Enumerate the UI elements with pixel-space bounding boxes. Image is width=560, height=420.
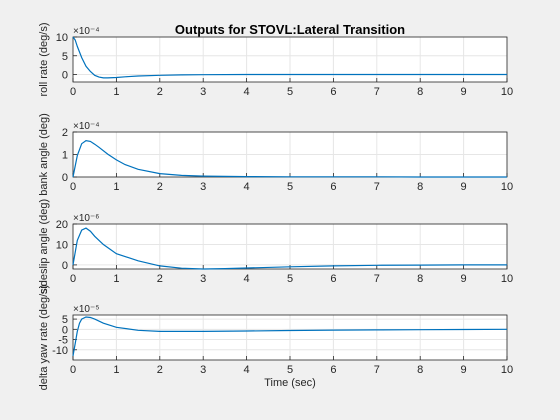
- x-tick-label: 1: [113, 86, 119, 98]
- x-tick-label: 4: [244, 86, 250, 98]
- y-exponent-label: ×10⁻⁶: [73, 213, 99, 224]
- x-tick-label: 8: [417, 181, 423, 193]
- x-tick-label: 9: [461, 181, 467, 193]
- x-tick-label: 0: [70, 181, 76, 193]
- x-tick-label: 8: [417, 273, 423, 285]
- x-tick-label: 5: [287, 273, 293, 285]
- x-tick-label: 6: [330, 273, 336, 285]
- x-tick-label: 2: [157, 364, 163, 376]
- x-tick-label: 10: [501, 273, 513, 285]
- y-tick-label: 5: [62, 314, 68, 326]
- x-tick-label: 7: [374, 181, 380, 193]
- subplot-3: 0 1 2 3 4 5 6 7 8 9 10 0 10 20 ×10⁻⁶ sideslip angle (de…: [38, 199, 513, 294]
- y-exponent-label: ×10⁻⁵: [73, 304, 99, 315]
- x-tick-label: 6: [330, 86, 336, 98]
- y-exponent-label: ×10⁻⁴: [73, 121, 100, 132]
- x-tick-label: 5: [287, 364, 293, 376]
- x-tick-label: 2: [157, 273, 163, 285]
- series-line: [72, 316, 508, 357]
- x-tick-label: 9: [461, 364, 467, 376]
- y-axis-label: sideslip angle (deg): [38, 199, 50, 294]
- x-tick-label: 1: [113, 181, 119, 193]
- y-tick-label: 20: [56, 219, 68, 231]
- x-tick-label: 10: [501, 181, 513, 193]
- x-tick-label: 7: [374, 273, 380, 285]
- y-tick-label: 0: [62, 324, 68, 336]
- y-tick-label: -10: [52, 345, 68, 357]
- x-tick-label: 10: [501, 364, 513, 376]
- x-tick-label: 8: [417, 364, 423, 376]
- x-tick-label: 4: [244, 364, 250, 376]
- series-line: [72, 36, 507, 79]
- x-tick-label: 5: [287, 86, 293, 98]
- x-tick-label: 0: [70, 273, 76, 285]
- y-tick-label: 0: [62, 172, 68, 184]
- y-axis-label: roll rate (deg/s): [38, 23, 50, 97]
- x-tick-label: 3: [200, 364, 206, 376]
- y-tick-label: 1: [62, 150, 68, 162]
- x-tick-label: 4: [244, 273, 250, 285]
- x-tick-label: 1: [113, 364, 119, 376]
- x-tick-label: 3: [200, 181, 206, 193]
- y-tick-label: 10: [56, 32, 68, 44]
- y-tick-label: 2: [62, 127, 68, 139]
- x-tick-label: 4: [244, 181, 250, 193]
- subplot-1: 0 1 2 3 4 5 6 7 8 9 10 0 5 10 ×10⁻⁴ roll rate (deg/s): [38, 23, 513, 98]
- x-tick-label: 2: [157, 86, 163, 98]
- x-tick-label: 1: [113, 273, 119, 285]
- subplot-2: 0 1 2 3 4 5 6 7 8 9 10 0 1 2 ×10⁻⁴ bank angle (deg): [38, 113, 513, 196]
- y-tick-label: 0: [62, 260, 68, 272]
- x-tick-label: 9: [461, 273, 467, 285]
- x-axis-label: Time (sec): [264, 377, 316, 389]
- y-exponent-label: ×10⁻⁴: [73, 26, 100, 37]
- x-tick-label: 7: [374, 86, 380, 98]
- x-tick-label: 5: [287, 181, 293, 193]
- x-tick-label: 6: [330, 364, 336, 376]
- y-tick-label: -5: [58, 335, 68, 347]
- y-axis-label: delta yaw rate (deg/s): [38, 285, 50, 391]
- x-tick-label: 0: [70, 86, 76, 98]
- y-tick-label: 0: [62, 70, 68, 82]
- y-tick-label: 5: [62, 51, 68, 63]
- figure-title: Outputs for STOVL:Lateral Transition: [175, 22, 405, 37]
- series-line: [72, 139, 507, 178]
- x-tick-label: 10: [501, 86, 513, 98]
- x-tick-label: 7: [374, 364, 380, 376]
- x-tick-label: 3: [200, 86, 206, 98]
- y-tick-label: 10: [56, 239, 68, 251]
- x-tick-label: 6: [330, 181, 336, 193]
- x-tick-label: 9: [461, 86, 467, 98]
- x-tick-label: 2: [157, 181, 163, 193]
- x-tick-label: 0: [70, 364, 76, 376]
- x-tick-label: 3: [200, 273, 206, 285]
- series-line: [72, 227, 507, 270]
- x-tick-label: 8: [417, 86, 423, 98]
- y-axis-label: bank angle (deg): [38, 113, 50, 196]
